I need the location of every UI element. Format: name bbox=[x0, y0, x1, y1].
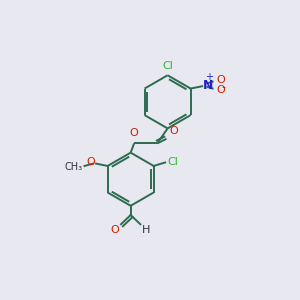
Text: Cl: Cl bbox=[167, 157, 178, 167]
Text: H: H bbox=[142, 225, 151, 236]
Text: +: + bbox=[205, 72, 213, 82]
Text: O: O bbox=[86, 158, 95, 167]
Text: O: O bbox=[169, 126, 178, 136]
Text: O: O bbox=[216, 76, 225, 85]
Text: -: - bbox=[221, 82, 225, 92]
Text: O: O bbox=[216, 85, 225, 95]
Text: O: O bbox=[110, 225, 119, 236]
Text: O: O bbox=[130, 128, 139, 138]
Text: N: N bbox=[203, 79, 214, 92]
Text: CH₃: CH₃ bbox=[65, 162, 83, 172]
Text: Cl: Cl bbox=[162, 61, 173, 70]
